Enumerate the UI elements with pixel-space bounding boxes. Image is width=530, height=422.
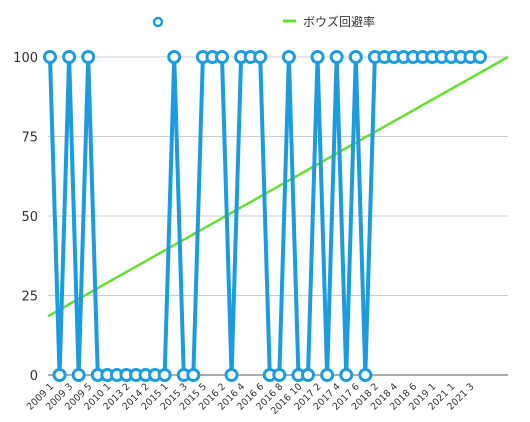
y-tick-label: 0	[30, 369, 38, 384]
data-point	[43, 50, 57, 64]
data-point	[81, 50, 96, 64]
y-axis-tick-labels: 0 25 50 75 100	[13, 51, 38, 384]
trendline-series	[47, 55, 509, 318]
data-point	[52, 368, 67, 382]
line-series	[43, 50, 487, 382]
legend-item-series-1	[152, 16, 164, 28]
data-point	[167, 50, 182, 64]
data-point	[320, 368, 335, 382]
data-point	[224, 368, 239, 382]
data-point	[358, 368, 373, 382]
legend-marker-series-1	[152, 16, 164, 28]
data-point	[253, 50, 268, 64]
gridlines	[48, 56, 508, 376]
data-point	[329, 50, 344, 64]
data-point	[215, 50, 229, 64]
y-tick-label: 50	[21, 210, 38, 225]
legend-item-series-2: ボウズ回避率	[283, 14, 375, 29]
data-point	[272, 368, 287, 382]
data-point	[310, 50, 325, 64]
data-point	[186, 368, 201, 382]
y-tick-label: 25	[21, 290, 38, 305]
data-point	[281, 50, 296, 64]
data-point	[339, 368, 354, 382]
data-point	[473, 50, 487, 64]
data-point	[71, 368, 86, 382]
y-tick-label: 100	[13, 51, 38, 66]
legend-label-series-2: ボウズ回避率	[303, 14, 375, 29]
data-point	[62, 50, 77, 64]
data-point	[157, 368, 172, 382]
data-point	[348, 50, 363, 64]
data-point	[301, 368, 315, 382]
legend: ボウズ回避率	[152, 14, 375, 29]
y-tick-label: 75	[21, 131, 38, 146]
trendline	[47, 55, 509, 318]
